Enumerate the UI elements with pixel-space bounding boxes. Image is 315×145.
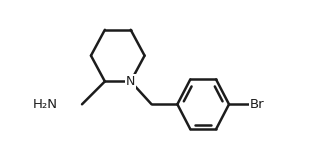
Text: N: N xyxy=(126,75,135,88)
Text: H₂N: H₂N xyxy=(33,98,58,111)
Text: Br: Br xyxy=(250,98,265,111)
